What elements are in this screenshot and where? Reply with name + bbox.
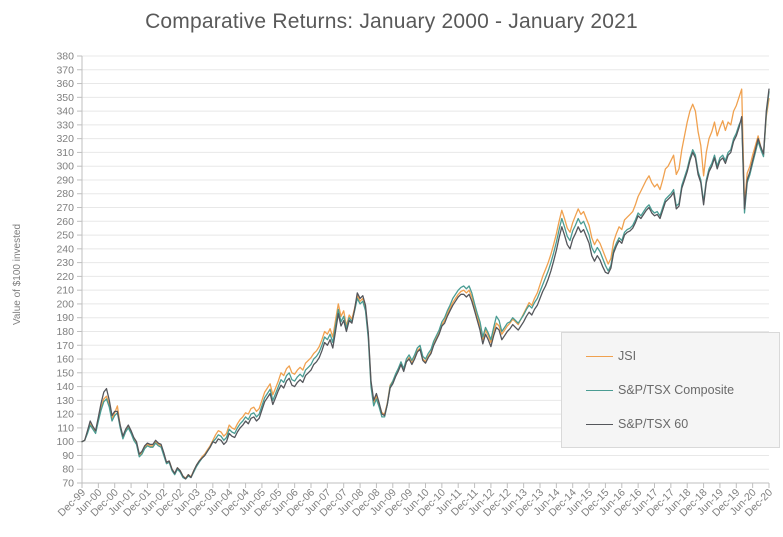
legend-label-tsx-60: S&P/TSX 60 — [618, 417, 689, 431]
svg-text:70: 70 — [62, 478, 74, 490]
svg-text:110: 110 — [57, 422, 74, 434]
svg-text:140: 140 — [56, 381, 74, 393]
svg-text:280: 280 — [56, 188, 74, 200]
svg-text:360: 360 — [56, 78, 74, 90]
legend-label-tsx-composite: S&P/TSX Composite — [618, 383, 735, 397]
svg-text:210: 210 — [56, 285, 74, 297]
svg-text:100: 100 — [56, 436, 74, 448]
jsi-line-swatch — [586, 355, 613, 357]
svg-text:170: 170 — [56, 340, 74, 352]
chart-legend: JSI S&P/TSX Composite S&P/TSX 60 — [561, 332, 780, 448]
svg-text:350: 350 — [56, 92, 74, 104]
tsx-composite-line-swatch — [586, 389, 613, 391]
svg-text:120: 120 — [56, 409, 74, 421]
legend-item-tsx-composite: S&P/TSX Composite — [586, 383, 773, 397]
svg-text:340: 340 — [56, 106, 74, 118]
svg-text:300: 300 — [56, 161, 74, 173]
svg-text:240: 240 — [56, 243, 74, 255]
svg-text:370: 370 — [56, 64, 74, 76]
svg-text:150: 150 — [56, 367, 74, 379]
svg-text:90: 90 — [62, 450, 74, 462]
svg-text:320: 320 — [56, 133, 74, 145]
svg-text:130: 130 — [56, 395, 74, 407]
tsx-60-line-swatch — [586, 423, 613, 425]
svg-text:220: 220 — [56, 271, 74, 283]
legend-item-tsx-60: S&P/TSX 60 — [586, 417, 773, 431]
legend-item-jsi: JSI — [586, 349, 773, 363]
svg-text:330: 330 — [56, 119, 74, 131]
svg-text:230: 230 — [56, 257, 74, 269]
svg-text:250: 250 — [56, 230, 74, 242]
svg-text:290: 290 — [56, 174, 74, 186]
svg-text:200: 200 — [56, 298, 74, 310]
legend-label-jsi: JSI — [618, 349, 637, 363]
svg-text:270: 270 — [56, 202, 74, 214]
svg-text:180: 180 — [56, 326, 74, 338]
svg-text:380: 380 — [56, 51, 74, 63]
chart-title: Comparative Returns: January 2000 - Janu… — [145, 10, 638, 33]
svg-text:190: 190 — [56, 312, 74, 324]
svg-text:260: 260 — [56, 216, 74, 228]
svg-text:310: 310 — [56, 147, 74, 159]
svg-text:160: 160 — [56, 354, 74, 366]
svg-text:80: 80 — [62, 464, 74, 476]
